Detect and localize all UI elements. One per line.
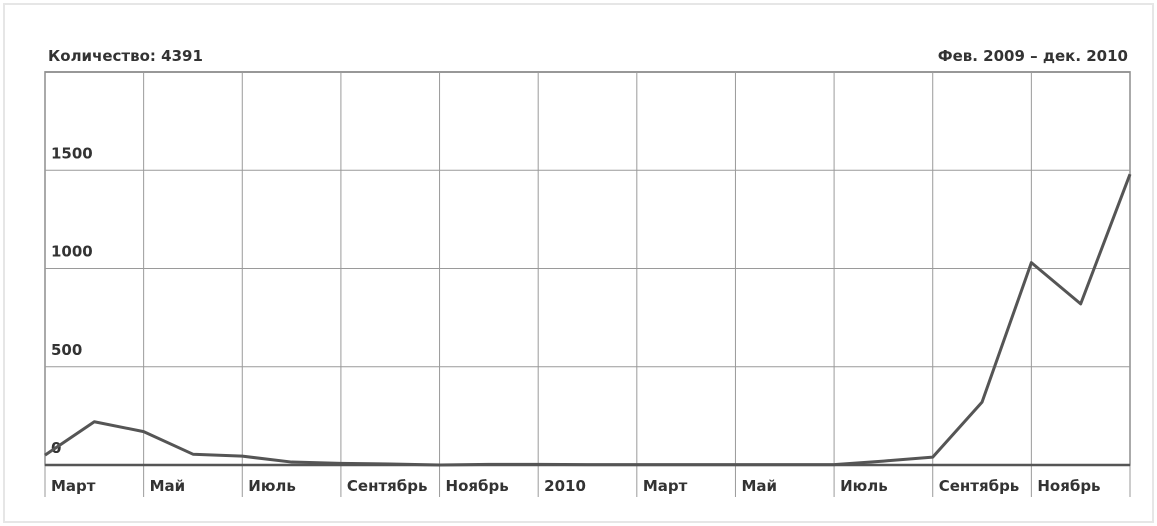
x-tick-label: 2010	[544, 477, 586, 495]
chart-subtitle: Фев. 2009 – дек. 2010	[938, 47, 1128, 65]
y-tick-label: 500	[51, 341, 82, 359]
x-tick-label: Март	[51, 477, 96, 495]
x-tick-label: Май	[741, 477, 777, 495]
x-tick-label: Март	[643, 477, 688, 495]
x-tick-label: Сентябрь	[347, 477, 428, 495]
x-tick-label: Июль	[248, 477, 296, 495]
data-line	[44, 173, 1132, 467]
x-tick-label: Июль	[840, 477, 888, 495]
chart-title: Количество: 4391	[48, 47, 203, 65]
x-tick-label: Ноябрь	[1037, 477, 1100, 495]
x-tick-label: Сентябрь	[939, 477, 1020, 495]
x-tick-label: Ноябрь	[446, 477, 509, 495]
y-tick-label: 1000	[51, 243, 93, 261]
x-tick-label: Май	[150, 477, 186, 495]
y-tick-label: 1500	[51, 144, 93, 162]
frame	[3, 3, 1154, 523]
